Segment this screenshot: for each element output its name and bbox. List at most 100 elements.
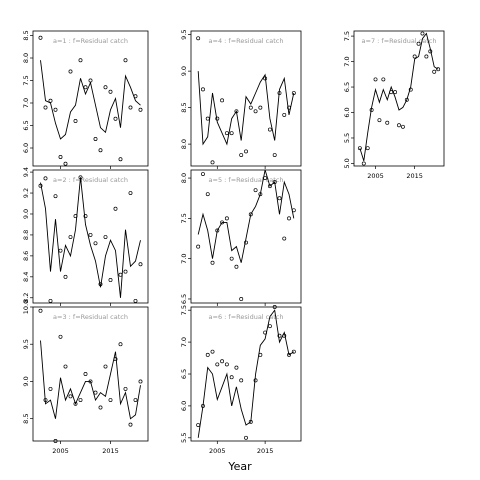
y-tick-label: 5.0 <box>343 158 351 168</box>
data-point <box>258 105 263 110</box>
data-point <box>248 212 253 217</box>
y-tick-label: 8.5 <box>22 30 30 40</box>
y-tick-label: 8.0 <box>180 139 188 149</box>
data-point <box>113 116 118 121</box>
panel-title: a=2 : f=Residual catch <box>53 176 128 184</box>
data-point <box>224 216 229 221</box>
data-point <box>420 31 425 36</box>
y-tick-label: 6.5 <box>22 120 30 130</box>
data-point <box>267 184 272 189</box>
data-point <box>248 105 253 110</box>
y-tick-label: 7.0 <box>22 98 30 108</box>
data-point <box>258 192 263 197</box>
data-point <box>128 105 133 110</box>
x-axis-label: Year <box>227 460 252 473</box>
data-point <box>234 264 239 269</box>
panel-4: a=4 : f=Residual catch 8.0 8.5 9.0 9.5 <box>180 29 302 169</box>
data-point <box>373 77 378 82</box>
data-point <box>210 160 215 165</box>
data-point <box>291 349 296 354</box>
series-line <box>40 340 141 420</box>
panel-5: a=5 : f=Residual catch 6.5 7.0 7.5 8.0 <box>180 169 302 306</box>
data-point <box>98 405 103 410</box>
panel-2: a=2 : f=Residual catch 8.2 8.4 8.6 8.8 9.0 9.2… <box>22 167 149 306</box>
panel-3: a=3 : f=Residual catch 8.5 9.0 9.5 10.0 2005 2… <box>22 300 149 455</box>
data-point <box>88 379 93 384</box>
y-tick-label: 7.5 <box>180 305 188 315</box>
data-point <box>201 172 205 176</box>
data-point <box>361 161 366 166</box>
panel-7: a=7 : f=Residual catch 5.0 5.5 6.0 6.5 7.0 7.5… <box>343 30 445 180</box>
y-tick-label: 7.5 <box>343 31 351 41</box>
data-point <box>220 98 225 103</box>
panels-group: a=1 : f=Residual catch 6.0 6.5 7.0 7.5 8.0 8.5… <box>22 29 445 455</box>
data-point <box>73 214 78 219</box>
data-point <box>58 155 63 159</box>
data-point <box>93 390 98 395</box>
data-point <box>432 69 437 74</box>
panel-title: a=4 : f=Residual catch <box>209 37 284 45</box>
data-point <box>234 365 239 370</box>
data-point <box>229 256 234 261</box>
series-line <box>197 169 295 263</box>
panel-frame <box>190 306 302 442</box>
data-point <box>282 236 287 241</box>
data-point <box>215 116 220 121</box>
x-tick-label: 2015 <box>102 447 119 455</box>
data-point <box>196 36 201 41</box>
y-tick-label: 9.5 <box>22 339 30 349</box>
y-tick-label: 9.4 <box>22 167 30 177</box>
data-point <box>220 220 225 225</box>
data-point <box>282 333 287 338</box>
y-tick-label: 9.5 <box>180 29 188 39</box>
data-point <box>138 262 143 267</box>
y-tick-label: 9.0 <box>22 209 30 219</box>
data-point <box>88 232 93 237</box>
data-point <box>277 91 282 95</box>
data-point <box>53 194 58 199</box>
data-point <box>397 123 401 128</box>
data-point <box>68 394 73 399</box>
data-point <box>229 131 234 136</box>
data-point <box>78 398 83 403</box>
y-tick-label: 6.5 <box>180 294 188 304</box>
data-point <box>128 422 133 427</box>
x-tick-label: 2015 <box>406 172 423 180</box>
data-point <box>43 398 48 403</box>
data-point <box>53 107 58 112</box>
series-line <box>197 71 295 146</box>
data-point <box>53 439 58 443</box>
x-tick-label: 2005 <box>209 447 226 455</box>
data-point <box>224 131 229 136</box>
data-point <box>38 35 43 40</box>
data-point <box>357 146 362 151</box>
data-point <box>38 183 43 188</box>
data-point <box>205 352 210 357</box>
panel-title: a=6 : f=Residual catch <box>209 313 284 321</box>
data-point <box>258 352 263 357</box>
data-point <box>267 324 272 329</box>
data-point <box>73 401 78 406</box>
data-point <box>210 349 215 354</box>
data-point <box>108 398 113 403</box>
data-point <box>263 76 268 81</box>
x-tick-label: 2005 <box>52 447 69 455</box>
data-point <box>201 403 205 408</box>
x-tick-label: 2015 <box>257 447 274 455</box>
data-point <box>220 359 225 364</box>
data-point <box>381 77 386 82</box>
y-tick-label: 5.5 <box>180 433 188 443</box>
data-point <box>123 386 128 391</box>
data-point <box>196 244 201 249</box>
data-point <box>133 398 138 403</box>
data-point <box>118 157 123 162</box>
data-point <box>113 206 118 211</box>
panel-frame <box>32 30 149 167</box>
y-tick-label: 6.0 <box>22 143 30 153</box>
data-point <box>78 175 83 180</box>
series-line <box>359 32 439 162</box>
data-point <box>428 49 433 54</box>
data-point <box>83 372 88 376</box>
y-tick-label: 8.6 <box>22 251 30 261</box>
